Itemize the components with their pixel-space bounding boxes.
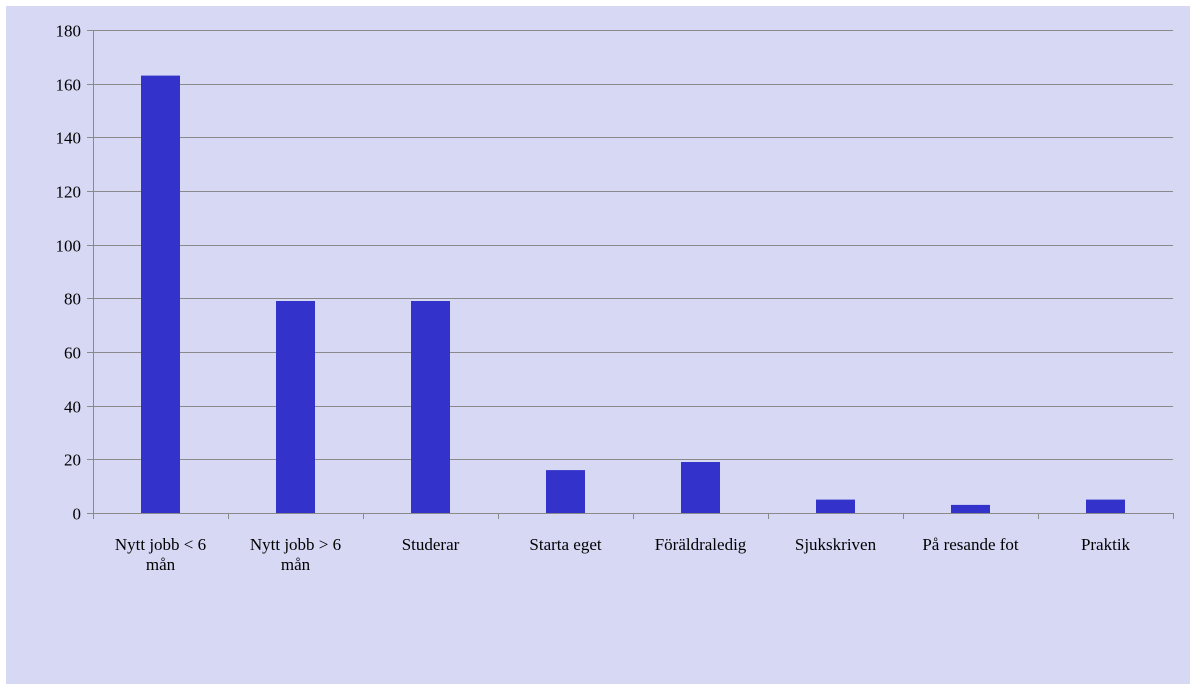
bar-7	[1086, 499, 1125, 513]
bar-6	[951, 504, 990, 513]
x-tick-label-line: Praktik	[1081, 535, 1131, 554]
y-tick-labels: 0 20 40 60 80 100 120 140 160 180	[56, 22, 82, 524]
x-tick-label: Nytt jobb < 6 mån	[115, 535, 206, 574]
y-tick-label: 60	[64, 344, 81, 363]
x-tick-label-line: mån	[146, 555, 176, 574]
x-tick-label-line: Nytt jobb < 6	[115, 535, 206, 554]
y-tick-label: 80	[64, 290, 81, 309]
bar-5	[816, 499, 855, 513]
x-tick-label: Nytt jobb > 6 mån	[250, 535, 341, 574]
x-tick-label: Studerar	[402, 535, 460, 554]
x-tick-label: Föräldraledig	[655, 535, 747, 554]
chart-area	[6, 6, 1190, 684]
x-tick-label: Sjukskriven	[795, 535, 877, 554]
bar-1	[276, 301, 315, 513]
y-tick-label: 40	[64, 398, 81, 417]
y-tick-label: 100	[56, 237, 82, 256]
x-tick-label-line: Sjukskriven	[795, 535, 877, 554]
y-tick-label: 160	[56, 76, 82, 95]
y-tick-label: 20	[64, 451, 81, 470]
x-tick-label-line: Starta eget	[529, 535, 601, 554]
y-tick-label: 120	[56, 183, 82, 202]
y-tick-label: 0	[73, 505, 82, 524]
gridlines	[93, 30, 1173, 460]
x-tick-label-line: mån	[281, 555, 311, 574]
x-tick-label-line: Nytt jobb > 6	[250, 535, 341, 554]
bar-3	[546, 470, 585, 513]
y-tick-label: 140	[56, 129, 82, 148]
x-tick-label-line: Studerar	[402, 535, 460, 554]
bar-2	[411, 301, 450, 513]
axes	[87, 30, 1174, 519]
x-tick-label-line: Föräldraledig	[655, 535, 747, 554]
bar-0	[141, 75, 180, 513]
y-tick-label: 180	[56, 22, 82, 41]
x-tick-label-line: På resande fot	[922, 535, 1019, 554]
bars	[141, 75, 1125, 513]
x-tick-label: På resande fot	[922, 535, 1019, 554]
x-tick-label: Praktik	[1081, 535, 1131, 554]
x-tick-label: Starta eget	[529, 535, 601, 554]
bar-4	[681, 462, 720, 513]
